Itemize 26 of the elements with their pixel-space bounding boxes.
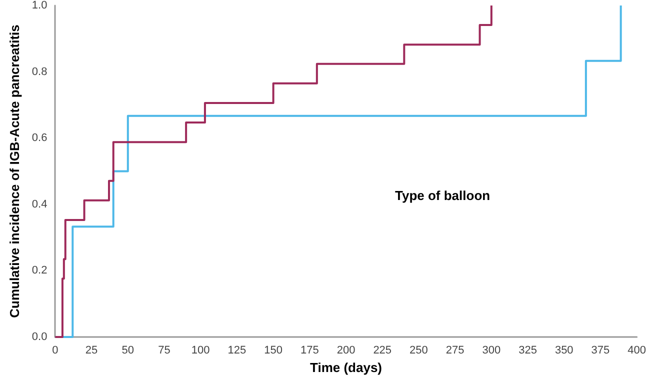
x-tick-label: 375 [591, 344, 610, 356]
x-tick-label: 50 [122, 344, 134, 356]
x-tick-label: 200 [336, 344, 356, 356]
y-axis-title: Cumulative incidence of IGB-Acute pancreatitis [7, 24, 22, 318]
y-tick-label: 0.8 [32, 66, 48, 78]
y-tick-label: 1.0 [32, 0, 48, 12]
x-tick-label: 300 [482, 344, 501, 356]
x-tick-label: 275 [446, 344, 464, 356]
x-tick-label: 150 [264, 344, 282, 356]
x-tick-label: 175 [300, 344, 319, 356]
x-tick-label: 125 [228, 344, 246, 356]
x-tick-label: 250 [410, 344, 428, 356]
x-tick-label: 25 [85, 344, 98, 356]
x-tick-label: 75 [158, 344, 170, 356]
x-tick-label: 100 [191, 344, 210, 356]
x-tick-label: 350 [554, 344, 574, 356]
legend-title: Type of balloon [395, 188, 490, 203]
x-tick-label: 325 [518, 344, 537, 356]
x-axis-title: Time (days) [310, 360, 382, 375]
x-tick-label: 0 [52, 344, 58, 356]
y-tick-label: 0.2 [32, 264, 48, 277]
y-tick-label: 0.4 [32, 198, 48, 210]
y-tick-label: 0.6 [32, 132, 48, 144]
x-tick-label: 225 [373, 344, 392, 356]
y-tick-label: 0.0 [32, 331, 48, 343]
x-tick-label: 400 [628, 344, 646, 356]
